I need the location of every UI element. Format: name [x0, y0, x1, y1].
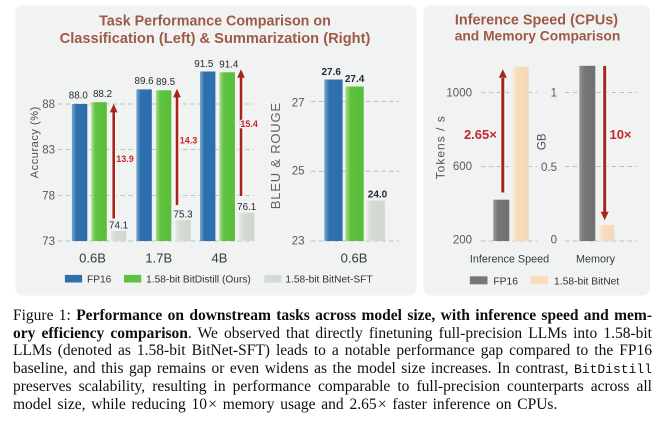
svg-text:Tokens / s: Tokens / s [433, 115, 447, 179]
svg-text:0.6B: 0.6B [341, 250, 368, 265]
svg-text:88.2: 88.2 [93, 89, 112, 100]
svg-text:FP16: FP16 [493, 276, 518, 287]
svg-text:BLEU & ROUGE: BLEU & ROUGE [268, 102, 283, 209]
svg-text:1: 1 [551, 88, 557, 100]
svg-text:Memory: Memory [576, 254, 616, 266]
svg-text:91.5: 91.5 [194, 59, 214, 70]
svg-text:600: 600 [453, 161, 472, 173]
svg-text:FP16: FP16 [87, 275, 112, 286]
svg-text:88.0: 88.0 [69, 91, 89, 102]
svg-text:73: 73 [42, 236, 55, 248]
svg-text:75.3: 75.3 [174, 209, 194, 220]
svg-text:83: 83 [42, 145, 55, 157]
svg-text:14.3: 14.3 [180, 136, 198, 146]
svg-text:1.58-bit BitNet-SFT: 1.58-bit BitNet-SFT [285, 275, 372, 286]
svg-text:27: 27 [292, 98, 305, 110]
svg-text:27.6: 27.6 [321, 67, 341, 78]
svg-text:89.5: 89.5 [156, 77, 176, 88]
svg-text:GB: GB [537, 133, 549, 150]
svg-text:0: 0 [551, 235, 557, 247]
svg-text:2.65×: 2.65× [464, 127, 497, 142]
svg-text:1.7B: 1.7B [145, 250, 172, 265]
svg-text:Accuracy (%): Accuracy (%) [29, 106, 41, 178]
svg-text:74.1: 74.1 [109, 220, 128, 231]
svg-text:15.4: 15.4 [240, 119, 258, 129]
svg-text:Inference Speed (CPUs): Inference Speed (CPUs) [455, 13, 618, 29]
svg-text:4B: 4B [212, 250, 228, 265]
svg-text:10×: 10× [609, 127, 631, 142]
svg-text:Classification (Left) & Summar: Classification (Left) & Summarization (R… [60, 31, 371, 47]
svg-text:76.1: 76.1 [237, 202, 256, 213]
svg-text:91.4: 91.4 [219, 60, 239, 71]
svg-text:78: 78 [42, 191, 55, 203]
svg-text:200: 200 [453, 235, 472, 247]
svg-text:1000: 1000 [446, 88, 472, 100]
svg-text:1.58-bit BitNet: 1.58-bit BitNet [554, 276, 619, 287]
svg-text:13.9: 13.9 [116, 154, 134, 164]
svg-text:23: 23 [292, 236, 305, 248]
svg-text:27.4: 27.4 [345, 74, 365, 85]
svg-text:0.5: 0.5 [541, 162, 557, 174]
svg-text:24.0: 24.0 [368, 190, 388, 201]
svg-text:0.6B: 0.6B [79, 250, 106, 265]
svg-text:and Memory Comparison: and Memory Comparison [455, 28, 621, 43]
svg-text:1.58-bit BitDistill (Ours): 1.58-bit BitDistill (Ours) [146, 275, 251, 286]
svg-text:Task Performance Comparison on: Task Performance Comparison on [99, 13, 331, 29]
svg-text:88: 88 [42, 99, 55, 111]
svg-text:25: 25 [292, 166, 305, 178]
svg-text:Inference Speed: Inference Speed [470, 254, 549, 266]
svg-text:89.6: 89.6 [135, 76, 155, 87]
